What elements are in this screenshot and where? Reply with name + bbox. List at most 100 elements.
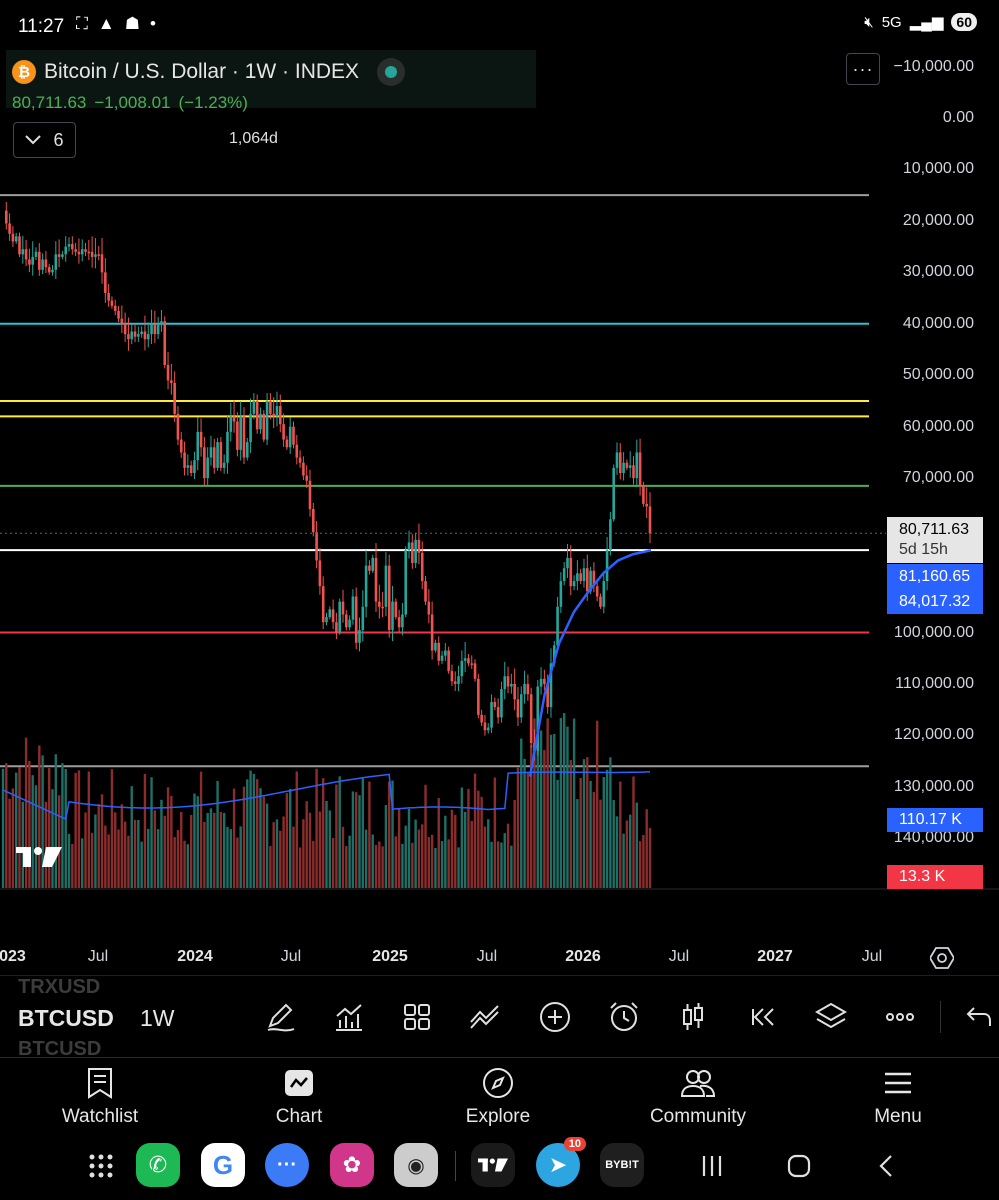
candle-body	[288, 426, 292, 448]
volume-bar	[520, 738, 523, 888]
candle-body	[559, 581, 563, 607]
bybit-app-icon[interactable]: BYB!T	[600, 1143, 644, 1187]
nav-community[interactable]: Community	[628, 1066, 768, 1128]
symbol-legend[interactable]: ₿ Bitcoin / U.S. Dollar · 1W · INDEX	[12, 58, 406, 86]
nav-menu[interactable]: Menu	[828, 1066, 968, 1128]
symbol-selector[interactable]: BTCUSD	[18, 1005, 114, 1031]
add-icon[interactable]	[538, 1000, 572, 1034]
candle-body	[526, 683, 530, 695]
layout-grid-icon[interactable]	[400, 1000, 434, 1034]
time-axis-tick: 2027	[757, 948, 793, 965]
volume-bar	[1, 768, 5, 888]
nav-label: Chart	[275, 1106, 323, 1127]
recents-icon[interactable]	[697, 1151, 727, 1181]
volume-bar	[500, 842, 503, 888]
volume-bar	[54, 754, 58, 888]
volume-bar	[543, 750, 546, 888]
tradingview-mini-logo	[478, 1158, 508, 1172]
chart-canvas[interactable]	[0, 48, 999, 938]
price-axis-tick: 120,000.00	[893, 726, 974, 744]
nav-chart[interactable]: Chart	[229, 1066, 369, 1128]
drawing-pen-icon[interactable]	[264, 1000, 298, 1034]
volume-bar	[183, 840, 186, 888]
volume-bar	[226, 826, 229, 888]
phone-app-icon[interactable]: ✆	[136, 1143, 180, 1187]
volume-bar	[196, 796, 199, 888]
indicators-icon[interactable]	[332, 1000, 366, 1034]
replay-icon[interactable]	[745, 1000, 779, 1034]
undo-icon[interactable]	[962, 1000, 996, 1034]
candle-body	[444, 650, 447, 656]
volume-bar	[232, 788, 236, 888]
candle-body	[341, 601, 345, 615]
symbol-scroll-next[interactable]: BTCUSD	[18, 1038, 102, 1060]
candle-body	[566, 557, 569, 569]
volume-bar	[490, 841, 493, 888]
candle-body	[54, 254, 58, 270]
candle-body	[143, 331, 147, 340]
volume-bar	[282, 816, 285, 888]
candle-style-icon[interactable]	[676, 1000, 710, 1034]
settings-icon[interactable]	[930, 946, 954, 970]
candle-body	[47, 267, 51, 273]
interval-selector[interactable]: 1W	[140, 1005, 175, 1031]
candle-body	[391, 601, 394, 630]
gallery-app-icon[interactable]: ✿	[330, 1143, 374, 1187]
nav-explore[interactable]: Explore	[428, 1066, 568, 1128]
clock: 11:27	[18, 16, 65, 37]
candle-body	[212, 447, 216, 468]
candle-body	[572, 581, 576, 587]
candle-body	[222, 462, 226, 468]
candle-body	[80, 249, 84, 255]
volume-bar	[97, 803, 100, 888]
candle-body	[407, 542, 411, 551]
volume-bar	[21, 801, 25, 888]
home-icon[interactable]	[784, 1151, 814, 1181]
volume-bar	[318, 811, 322, 888]
more-options-button[interactable]: ···	[846, 53, 880, 85]
volume-bar	[566, 726, 569, 888]
candle-body	[5, 210, 8, 224]
volume-bar	[526, 772, 530, 888]
camera-app-icon[interactable]: ◉	[394, 1143, 438, 1187]
volume-bar	[642, 834, 645, 888]
nav-label: Watchlist	[61, 1106, 139, 1127]
network-type: 5G	[881, 13, 902, 31]
price-chart[interactable]	[0, 48, 999, 938]
messages-app-icon[interactable]: ···	[265, 1143, 309, 1187]
compare-icon[interactable]	[468, 1000, 502, 1034]
dock-divider	[455, 1151, 456, 1181]
candle-body	[354, 596, 358, 643]
candle-body	[186, 465, 190, 468]
volume-bar	[71, 843, 74, 888]
volume-bar	[143, 773, 147, 888]
candle-body	[424, 581, 427, 602]
candle-body	[77, 251, 81, 255]
volume-bar	[559, 717, 563, 888]
candle-body	[599, 596, 602, 607]
symbol-scroll-prev[interactable]: TRXUSD	[18, 976, 101, 998]
alarm-clock-icon[interactable]	[607, 1000, 641, 1034]
price-axis-tick: 30,000.00	[902, 263, 974, 281]
layers-icon[interactable]	[814, 1000, 848, 1034]
tradingview-logo[interactable]	[16, 845, 62, 869]
telegram-app-icon[interactable]: ➤ 10	[536, 1137, 586, 1187]
indicators-toggle-button[interactable]: 6	[13, 122, 76, 158]
ma-price-label-1: 81,160.65	[887, 564, 983, 589]
volume-bar	[447, 839, 450, 888]
candle-body	[183, 452, 186, 468]
volume-bar	[345, 846, 348, 888]
volume-bar	[305, 801, 308, 888]
volume-bar	[203, 822, 206, 888]
volume-bar	[536, 742, 539, 888]
back-icon[interactable]	[872, 1151, 902, 1181]
google-app-icon[interactable]: G	[201, 1143, 245, 1187]
candle-body	[34, 251, 38, 257]
candle-body	[394, 601, 398, 618]
nav-watchlist[interactable]: Watchlist	[30, 1066, 170, 1128]
volume-bar	[11, 788, 15, 888]
app-drawer-icon[interactable]	[86, 1151, 116, 1181]
more-horizontal-icon[interactable]	[883, 1000, 917, 1034]
candle-body	[179, 439, 183, 453]
tradingview-app-icon[interactable]	[471, 1143, 515, 1187]
